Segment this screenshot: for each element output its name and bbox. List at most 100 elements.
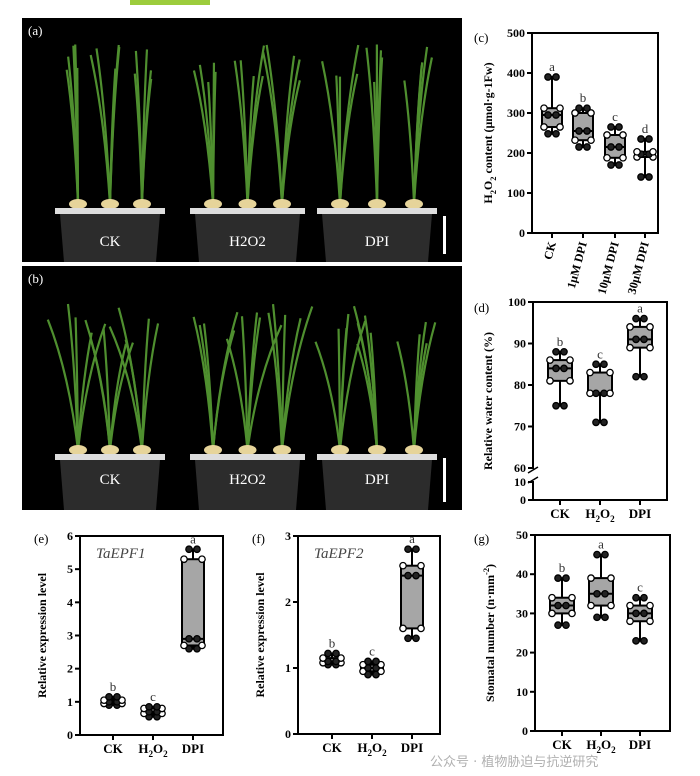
seed-plug xyxy=(331,445,349,455)
data-point xyxy=(633,315,639,321)
significance-letter: b xyxy=(559,560,566,575)
data-point xyxy=(576,128,582,134)
data-point xyxy=(641,638,647,644)
data-point xyxy=(646,174,652,180)
seed-plug xyxy=(101,199,119,209)
y-tick-label: 90 xyxy=(514,337,526,351)
data-point xyxy=(601,361,607,367)
panel-label: (g) xyxy=(474,531,489,546)
data-point xyxy=(602,614,608,620)
seed-plug xyxy=(239,199,257,209)
data-point xyxy=(418,625,424,631)
y-tick-label: 2 xyxy=(67,662,73,676)
significance-letter: c xyxy=(150,689,156,704)
data-point xyxy=(549,610,555,616)
significance-letter: a xyxy=(549,59,555,74)
data-point xyxy=(588,575,594,581)
data-point xyxy=(553,112,559,118)
data-point xyxy=(634,149,640,155)
seed-plug xyxy=(405,445,423,455)
y-axis-label: Relative expression level xyxy=(35,572,49,698)
y-tick-label: 10 xyxy=(516,685,528,699)
data-point xyxy=(373,658,379,664)
box-dpi xyxy=(181,546,205,652)
x-tick-label: DPI xyxy=(629,506,651,521)
data-point xyxy=(584,144,590,150)
data-point xyxy=(400,563,406,569)
y-tick-label: 3 xyxy=(67,629,73,643)
data-point xyxy=(413,635,419,641)
y-axis-label: Relative expression level xyxy=(253,572,267,698)
box-h2o2 xyxy=(141,704,165,720)
significance-letter: c xyxy=(612,109,618,124)
data-point xyxy=(405,546,411,552)
data-point xyxy=(553,349,559,355)
y-tick-label: 1 xyxy=(67,695,73,709)
significance-letter: b xyxy=(110,679,117,694)
data-point xyxy=(647,324,653,330)
data-point xyxy=(545,74,551,80)
y-tick-label: 3 xyxy=(285,529,291,543)
y-tick-label: 0 xyxy=(519,226,525,240)
data-point xyxy=(616,124,622,130)
y-tick-label: 50 xyxy=(516,528,528,542)
data-point xyxy=(194,636,200,642)
seed-plug xyxy=(204,445,222,455)
data-point xyxy=(563,622,569,628)
y-tick-label: 6 xyxy=(67,529,73,543)
pot-rim xyxy=(190,454,305,460)
box-ck xyxy=(547,349,573,409)
data-point xyxy=(181,556,187,562)
data-point xyxy=(616,162,622,168)
y-tick-label: 0 xyxy=(520,493,526,507)
x-tick-label: 1μM DPI xyxy=(564,240,590,290)
data-point xyxy=(569,610,575,616)
data-point xyxy=(594,551,600,557)
data-point xyxy=(576,144,582,150)
y-tick-label: 300 xyxy=(507,106,525,120)
data-point xyxy=(405,635,411,641)
y-tick-label: 500 xyxy=(507,26,525,40)
box-h2o2 xyxy=(360,658,384,678)
data-point xyxy=(633,374,639,380)
y-tick-label: 10 xyxy=(514,475,526,489)
x-tick-label: 30μM DPI xyxy=(624,240,652,296)
pot-label: DPI xyxy=(365,472,389,488)
panel-label: (b) xyxy=(28,271,43,286)
data-point xyxy=(641,374,647,380)
box xyxy=(573,113,593,140)
data-point xyxy=(154,704,160,710)
box-1μm-dpi xyxy=(572,105,594,150)
data-point xyxy=(594,591,600,597)
box-dpi xyxy=(400,546,424,642)
significance-letter: c xyxy=(597,346,603,361)
data-point xyxy=(638,174,644,180)
data-point xyxy=(325,650,331,656)
data-point xyxy=(633,595,639,601)
x-tick-label: 10μM DPI xyxy=(594,240,622,296)
x-tick-label: H2O2 xyxy=(357,740,387,758)
data-point xyxy=(553,403,559,409)
data-point xyxy=(608,162,614,168)
y-tick-label: 100 xyxy=(507,186,525,200)
panel-label: (e) xyxy=(34,531,48,546)
x-tick-label: H2O2 xyxy=(586,737,616,755)
y-tick-label: 70 xyxy=(514,420,526,434)
x-tick-label: H2O2 xyxy=(138,741,168,759)
data-point xyxy=(555,602,561,608)
data-point xyxy=(569,595,575,601)
seed-plug xyxy=(133,445,151,455)
seed-plug xyxy=(204,199,222,209)
y-tick-label: 40 xyxy=(516,567,528,581)
panel-label: (f) xyxy=(252,531,265,546)
data-point xyxy=(365,658,371,664)
significance-letter: a xyxy=(409,531,415,546)
y-tick-label: 20 xyxy=(516,646,528,660)
data-point xyxy=(638,136,644,142)
data-point xyxy=(418,563,424,569)
